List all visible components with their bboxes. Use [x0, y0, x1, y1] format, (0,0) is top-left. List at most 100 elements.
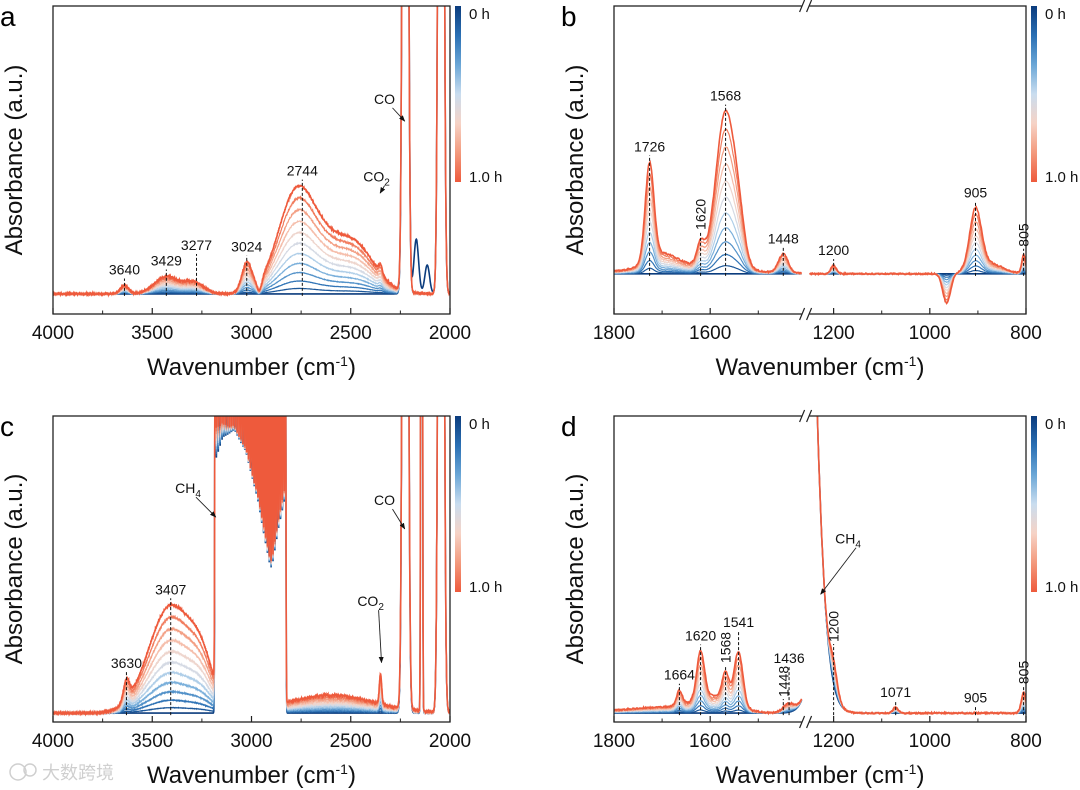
peak-label: 1541	[723, 614, 754, 630]
peak-label: 1620	[685, 628, 716, 644]
axis-break-mark	[806, 307, 813, 321]
species-arrow	[379, 185, 386, 194]
x-axis-title-text: )	[348, 354, 356, 381]
peak-label: 3640	[109, 262, 140, 278]
panel-letter: a	[0, 1, 16, 32]
species-label: CH4	[175, 480, 201, 500]
x-axis-title-text: Wavenumber (cm	[716, 762, 904, 789]
axis-break-mask	[801, 311, 810, 317]
x-axis-title-text: )	[348, 762, 356, 789]
spectrum-series-11	[614, 416, 1026, 716]
x-tick-label: 4000	[32, 323, 74, 344]
colorbar	[455, 6, 461, 182]
x-axis-title: Wavenumber (cm-1)	[147, 353, 356, 381]
colorbar	[455, 416, 461, 592]
axis-break-mark	[806, 409, 813, 423]
species-label: CO	[374, 91, 395, 107]
peak-label: 805	[1016, 661, 1032, 685]
x-tick-label: 2500	[330, 323, 372, 344]
peak-label: 3407	[155, 581, 186, 597]
x-tick-label: 3500	[131, 731, 173, 752]
x-axis-title-superscript: -1	[904, 353, 917, 369]
x-axis-title: Wavenumber (cm-1)	[716, 761, 925, 789]
peak-label: 1726	[634, 138, 665, 154]
x-tick-label: 1800	[593, 323, 635, 344]
peak-label: 1448	[775, 666, 791, 697]
axis-break-mask	[801, 413, 810, 419]
panel-b: 1800 1600 1200 1000 800 Wavenumber (cm-1) Abso…	[561, 0, 1078, 381]
y-axis-title: Absorbance (a.u.)	[1, 474, 28, 665]
y-axis-title: Absorbance (a.u.)	[562, 474, 589, 665]
spectrum-series-2	[614, 416, 1026, 714]
x-axis-title-text: Wavenumber (cm	[147, 354, 335, 381]
x-tick-label: 1200	[812, 731, 854, 752]
x-tick-label: 1000	[909, 731, 951, 752]
x-tick-label: 1600	[689, 323, 731, 344]
colorbar-top-label: 0 h	[469, 416, 490, 433]
x-tick-label: 2000	[429, 731, 471, 752]
panel-a: 4000 3500 3000 2500 2000 Wavenumber (cm-1) Abs…	[0, 1, 502, 381]
axis-break-mark	[799, 0, 806, 13]
species-label: CO2	[357, 593, 384, 613]
x-axis-title-text: Wavenumber (cm	[147, 762, 335, 789]
x-axis-title: Wavenumber (cm-1)	[716, 353, 925, 381]
x-axis-title-text: )	[916, 762, 924, 789]
species-arrow	[820, 547, 857, 595]
x-tick-label: 800	[1010, 323, 1042, 344]
plot-frame	[613, 415, 1027, 723]
spectrum-series-0	[614, 416, 1026, 714]
peak-label: 1620	[693, 199, 709, 230]
colorbar-top-label: 0 h	[469, 6, 490, 23]
peak-label: 1664	[664, 667, 695, 683]
peak-label: 1200	[826, 611, 842, 642]
peak-label: 1448	[768, 230, 799, 246]
colorbar-top-label: 0 h	[1045, 416, 1066, 433]
spectrum-series-1	[614, 416, 1026, 714]
axis-break-mark	[799, 715, 806, 729]
y-axis-title: Absorbance (a.u.)	[1, 65, 28, 256]
x-tick-label: 2500	[330, 731, 372, 752]
spectrum-series-11	[614, 109, 1026, 305]
species-arrow	[392, 107, 406, 122]
peak-label: 3630	[111, 655, 142, 671]
species-arrow	[392, 508, 406, 530]
axis-break-mark	[806, 715, 813, 729]
axis-break-mark	[799, 409, 806, 423]
x-tick-label: 3500	[131, 323, 173, 344]
peak-label: 905	[964, 185, 988, 201]
x-tick-label: 3000	[230, 323, 272, 344]
panel-d: 1800 1600 1200 1000 800 Wavenumber (cm-1) Abso…	[561, 409, 1078, 789]
x-tick-label: 800	[1010, 731, 1042, 752]
x-tick-label: 2000	[429, 323, 471, 344]
x-axis-title-superscript: -1	[336, 761, 349, 777]
x-axis-title-superscript: -1	[904, 761, 917, 777]
series-group	[53, 416, 450, 717]
colorbar-bottom-label: 1.0 h	[1045, 169, 1078, 186]
x-tick-label: 1000	[909, 323, 951, 344]
panel-c: 4000 3500 3000 2500 2000 Wavenumber (cm-1) Abs…	[0, 411, 502, 789]
axis-break-mark	[806, 0, 813, 13]
peak-label: 3429	[151, 253, 182, 269]
peak-label: 3024	[231, 239, 262, 255]
spectrum-series-3	[614, 416, 1026, 714]
series-group	[614, 416, 1026, 716]
watermark: 大数跨境	[9, 763, 114, 783]
spectrum-series-11	[53, 416, 450, 717]
species-arrow	[378, 610, 384, 664]
peak-label: 1200	[818, 242, 849, 258]
y-axis-title: Absorbance (a.u.)	[562, 65, 589, 256]
peak-label: 905	[964, 689, 988, 705]
x-axis-title: Wavenumber (cm-1)	[147, 761, 356, 789]
panel-letter: d	[561, 411, 577, 442]
plot-frame	[613, 5, 1027, 315]
x-axis-title-text: )	[916, 354, 924, 381]
watermark-logo-icon	[23, 763, 37, 777]
x-tick-label: 1600	[689, 731, 731, 752]
colorbar	[1031, 6, 1037, 182]
species-label: CO	[374, 492, 395, 508]
x-tick-label: 3000	[230, 731, 272, 752]
peak-label: 3277	[181, 237, 212, 253]
peak-label: 2744	[287, 163, 318, 179]
axis-break-mask	[801, 3, 810, 9]
x-tick-label: 1200	[812, 323, 854, 344]
